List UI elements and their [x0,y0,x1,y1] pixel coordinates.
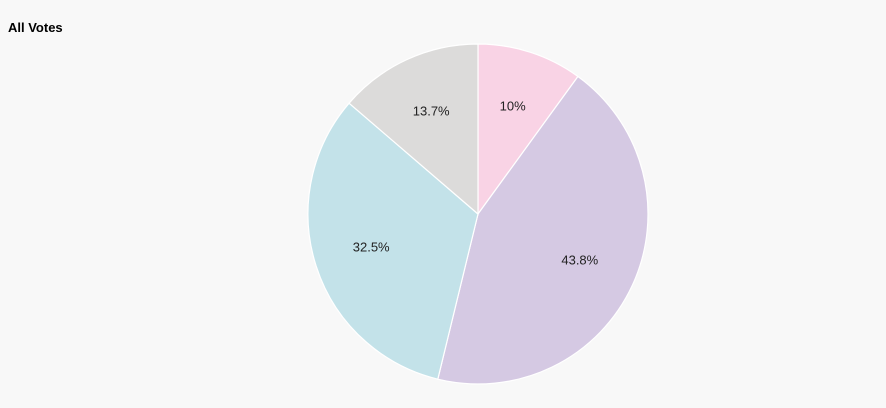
pie-labels: 10% 43.8% 32.5% 13.7% [353,99,599,268]
slice-label: 10% [500,99,526,114]
pie-slice[interactable] [477,43,579,216]
slice-label: 32.5% [353,240,390,255]
chart-title: All Votes [8,20,63,35]
pie-slices [307,43,649,385]
slice-label: 43.8% [561,253,598,268]
pie-slice[interactable] [307,102,479,380]
slice-label: 13.7% [413,103,450,118]
pie-slice[interactable] [437,75,649,385]
pie-slice[interactable] [348,43,479,216]
